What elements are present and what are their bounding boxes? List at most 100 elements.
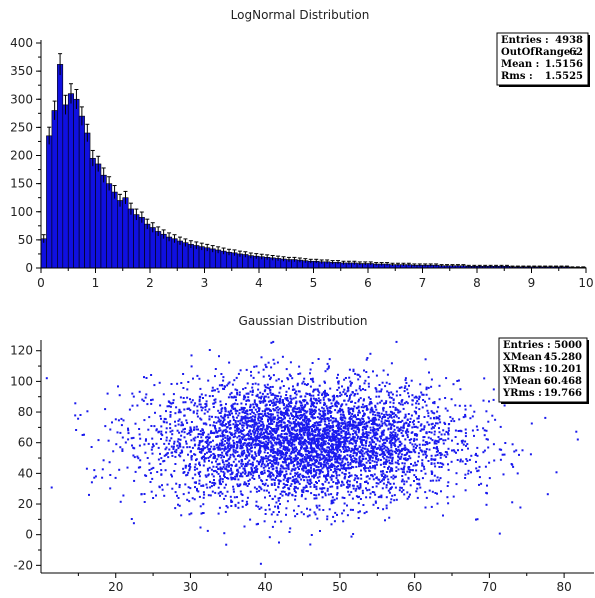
scatter-point xyxy=(298,482,301,485)
scatter-point xyxy=(373,446,376,449)
scatter-point xyxy=(390,498,393,501)
scatter-point xyxy=(289,424,292,427)
scatter-point xyxy=(417,402,420,405)
scatter-point xyxy=(340,450,343,453)
scatter-point xyxy=(375,463,378,466)
scatter-point xyxy=(241,450,244,453)
scatter-point xyxy=(352,368,355,371)
scatter-point xyxy=(326,451,329,454)
scatter-point xyxy=(209,424,212,427)
scatter-point xyxy=(304,450,307,453)
scatter-point xyxy=(328,399,331,402)
scatter-point xyxy=(300,444,303,447)
scatter-point xyxy=(200,512,203,515)
scatter-point xyxy=(193,498,196,501)
scatter-point xyxy=(226,438,229,441)
scatter-point xyxy=(439,421,442,424)
scatter-point xyxy=(263,437,266,440)
scatter-point xyxy=(338,453,341,456)
scatter-point xyxy=(442,439,445,442)
scatter-point xyxy=(284,449,287,452)
scatter-point xyxy=(284,483,287,486)
scatter-point xyxy=(431,422,434,425)
scatter-point xyxy=(279,454,282,457)
scatter-point xyxy=(218,444,221,447)
scatter-point xyxy=(244,464,247,467)
scatter-point xyxy=(245,444,248,447)
scatter-point xyxy=(126,466,129,469)
scatter-point xyxy=(263,395,266,398)
scatter-point xyxy=(208,455,211,458)
scatter-point xyxy=(282,401,284,404)
scatter-point xyxy=(358,445,361,448)
scatter-point xyxy=(303,420,306,423)
scatter-point xyxy=(238,393,241,396)
scatter-point xyxy=(372,370,374,373)
scatter-point xyxy=(363,425,365,428)
scatter-point xyxy=(395,448,398,450)
scatter-point xyxy=(282,461,285,464)
hist-error-bar xyxy=(292,256,297,262)
scatter-point xyxy=(206,467,209,470)
scatter-point xyxy=(194,453,197,456)
scatter-point xyxy=(373,411,376,414)
scatter-point xyxy=(411,431,414,434)
scatter-point xyxy=(248,478,251,481)
scatter-point xyxy=(322,466,325,469)
scatter-point xyxy=(177,438,180,441)
scatter-point xyxy=(282,478,285,481)
scatter-point xyxy=(345,458,348,461)
scatter-point xyxy=(308,392,311,395)
hist-error-bar xyxy=(90,149,95,167)
scatter-point xyxy=(433,401,436,403)
scatter-point xyxy=(189,430,192,433)
scatter-point xyxy=(357,511,360,514)
scatter-title: Gaussian Distribution xyxy=(239,314,368,328)
scatter-point xyxy=(368,420,370,423)
scatter-point xyxy=(90,446,93,448)
scatter-point xyxy=(250,370,252,373)
scatter-point xyxy=(276,435,279,437)
scatter-point xyxy=(287,457,290,460)
scatter-point xyxy=(354,474,357,477)
scatter-point xyxy=(222,466,225,468)
scatter-point xyxy=(411,426,414,429)
scatter-point xyxy=(331,432,334,435)
scatter-point xyxy=(401,403,404,406)
scatter-point xyxy=(392,482,395,485)
scatter-point xyxy=(241,430,244,432)
scatter-point xyxy=(337,430,340,432)
scatter-point xyxy=(358,418,361,421)
scatter-point xyxy=(242,467,245,470)
scatter-point xyxy=(276,437,279,439)
scatter-point xyxy=(267,413,270,416)
scatter-point xyxy=(423,450,426,453)
scatter-point xyxy=(176,444,179,447)
scatter-point xyxy=(368,477,371,480)
scatter-point xyxy=(121,448,124,451)
scatter-point xyxy=(226,506,229,509)
scatter-point xyxy=(200,436,203,439)
scatter-point xyxy=(332,420,335,423)
scatter-point xyxy=(305,460,308,463)
scatter-point xyxy=(369,450,372,453)
scatter-point xyxy=(423,468,426,471)
scatter-point xyxy=(447,481,450,484)
scatter-point xyxy=(279,457,282,460)
scatter-point xyxy=(215,460,217,463)
scatter-point xyxy=(222,417,225,419)
hist-error-bar xyxy=(74,89,79,109)
scatter-point xyxy=(285,404,288,407)
scatter-point xyxy=(232,460,235,463)
scatter-point xyxy=(330,439,333,442)
scatter-point xyxy=(202,456,204,459)
scatter-point xyxy=(245,399,248,402)
scatter-point xyxy=(305,444,308,447)
scatter-point xyxy=(279,395,282,398)
scatter-point xyxy=(468,458,471,461)
scatter-point xyxy=(228,421,231,424)
scatter-point xyxy=(331,499,334,502)
scatter-point xyxy=(210,485,213,488)
scatter-point xyxy=(263,520,266,523)
scatter-point xyxy=(323,459,326,462)
